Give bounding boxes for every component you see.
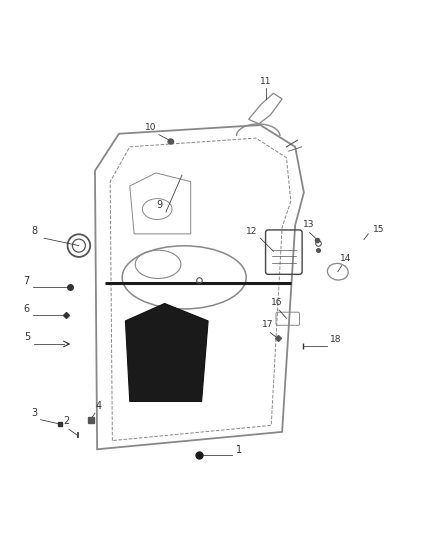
Text: 15: 15 [373,225,384,234]
Text: 4: 4 [95,401,102,411]
Text: 1: 1 [237,445,243,455]
Text: 5: 5 [24,332,31,342]
Text: 2: 2 [64,416,70,426]
Text: 14: 14 [339,254,351,263]
Text: 18: 18 [330,335,342,344]
Text: 9: 9 [156,200,162,211]
Polygon shape [125,303,208,401]
Text: 6: 6 [23,303,29,313]
Text: 3: 3 [31,408,37,418]
Text: 12: 12 [245,228,257,237]
Text: 16: 16 [271,297,283,306]
Text: 8: 8 [32,227,38,237]
Text: 10: 10 [145,123,157,132]
Text: 17: 17 [262,320,274,329]
Text: 11: 11 [260,77,272,86]
Text: 13: 13 [303,220,314,229]
Text: 7: 7 [23,276,29,286]
